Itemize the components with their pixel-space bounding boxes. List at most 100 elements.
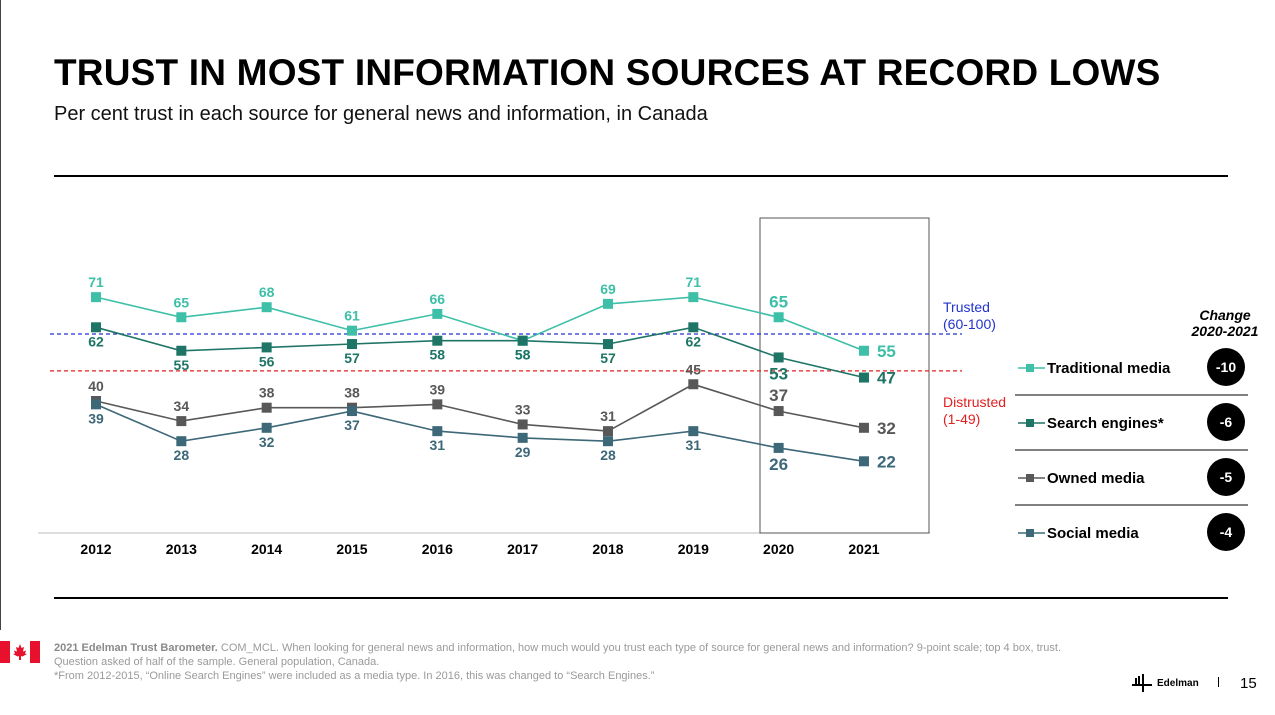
value-label: 28: [174, 447, 190, 463]
value-label: 58: [515, 347, 531, 363]
value-label: 57: [344, 350, 360, 366]
value-label: 62: [686, 333, 702, 349]
value-label: 34: [174, 398, 190, 414]
value-label: 69: [600, 281, 616, 297]
data-point: [602, 436, 613, 447]
data-point: [432, 335, 443, 346]
value-label: 37: [769, 386, 788, 405]
value-label: 45: [686, 361, 702, 377]
data-point: [773, 352, 784, 363]
data-point: [346, 406, 357, 417]
x-tick-label: 2015: [336, 541, 367, 557]
data-point: [688, 292, 699, 303]
x-tick-label: 2021: [848, 541, 879, 557]
data-point: [858, 456, 869, 467]
threshold-range: (60-100): [943, 316, 996, 332]
value-label: 37: [344, 417, 360, 433]
source-text: 2021 Edelman Trust Barometer. COM_MCL. W…: [54, 641, 1084, 669]
data-point: [602, 339, 613, 350]
data-point: [346, 325, 357, 336]
data-point: [176, 345, 187, 356]
footnote-note: *From 2012-2015, “Online Search Engines”…: [54, 670, 655, 682]
threshold-label: Distrusted: [943, 394, 1006, 410]
data-point: [773, 442, 784, 453]
x-tick-labels: 2012 2013 2014 2015 2016 2017 2018 2019 2020 2021: [80, 541, 879, 557]
change-value: -4: [1220, 524, 1233, 540]
change-header: Change 2020-2021: [1180, 307, 1270, 339]
data-point: [688, 426, 699, 437]
value-label: 33: [515, 401, 531, 417]
x-tick-label: 2019: [678, 541, 709, 557]
legend-label: Owned media: [1047, 470, 1145, 487]
legend-swatch-marker: [1026, 474, 1034, 482]
value-label: 65: [769, 292, 788, 311]
data-point: [602, 426, 613, 437]
data-point: [91, 292, 101, 303]
value-label: 31: [430, 437, 446, 453]
highlight-box: [759, 217, 930, 534]
change-header-line2: 2020-2021: [1191, 323, 1259, 339]
change-badge: [1207, 513, 1245, 551]
page-title: TRUST IN MOST INFORMATION SOURCES AT REC…: [54, 52, 1161, 93]
data-point: [773, 406, 784, 417]
value-label: 55: [174, 357, 190, 373]
value-label: 68: [259, 284, 275, 300]
value-label: 61: [344, 308, 360, 324]
data-point: [517, 335, 528, 346]
data-point: [432, 308, 443, 319]
change-value: -5: [1220, 469, 1233, 485]
legend: Traditional media -10 Search engines* -6 Own…: [1015, 348, 1248, 551]
data-point: [688, 379, 699, 390]
value-label: 28: [600, 447, 616, 463]
value-label: 38: [344, 385, 360, 401]
legend-label: Traditional media: [1047, 360, 1171, 377]
data-point: [261, 302, 272, 313]
data-point: [858, 372, 869, 383]
x-tick-label: 2018: [592, 541, 623, 557]
value-label: 47: [877, 369, 896, 388]
series-line: [95, 383, 865, 432]
value-label: 22: [877, 452, 896, 471]
data-point: [176, 312, 187, 323]
legend-label: Social media: [1047, 525, 1139, 542]
change-value: -10: [1216, 359, 1236, 375]
value-label: 38: [259, 385, 275, 401]
change-value: -6: [1220, 414, 1233, 430]
trust-line-chart: Trusted(60-100) Distrusted(1-49) 71 65 68 61…: [38, 217, 1248, 557]
value-label: 55: [877, 342, 896, 361]
value-label: 32: [877, 419, 896, 438]
change-badge: [1207, 403, 1245, 441]
value-label: 31: [600, 408, 616, 424]
canada-flag-icon: [0, 641, 40, 663]
data-point: [432, 399, 443, 410]
data-point: [858, 422, 869, 433]
value-label: 65: [174, 294, 190, 310]
series-line: [95, 403, 865, 463]
change-badge: [1207, 458, 1245, 496]
value-label: 56: [259, 353, 275, 369]
source-footnote: 2021 Edelman Trust Barometer. COM_MCL. W…: [54, 641, 1084, 683]
data-point: [176, 416, 187, 427]
value-label: 71: [686, 274, 702, 290]
data-point: [432, 426, 443, 437]
series-line: [95, 326, 865, 379]
data-point: [261, 402, 272, 413]
x-tick-label: 2013: [166, 541, 197, 557]
value-label: 39: [88, 410, 104, 426]
brand-name: Edelman: [1157, 677, 1199, 689]
threshold-range: (1-49): [943, 411, 980, 427]
value-label: 58: [430, 347, 446, 363]
value-label: 58: [515, 347, 531, 363]
x-tick-label: 2017: [507, 541, 538, 557]
page-subtitle: Per cent trust in each source for genera…: [54, 103, 708, 125]
top-divider: [54, 175, 1228, 177]
value-label: 57: [600, 350, 616, 366]
x-tick-label: 2014: [251, 541, 282, 557]
value-label: 32: [259, 434, 275, 450]
data-point: [91, 399, 101, 410]
data-point: [688, 322, 699, 333]
data-point: [602, 298, 613, 309]
value-label: 71: [88, 274, 104, 290]
value-label: 29: [515, 444, 531, 460]
